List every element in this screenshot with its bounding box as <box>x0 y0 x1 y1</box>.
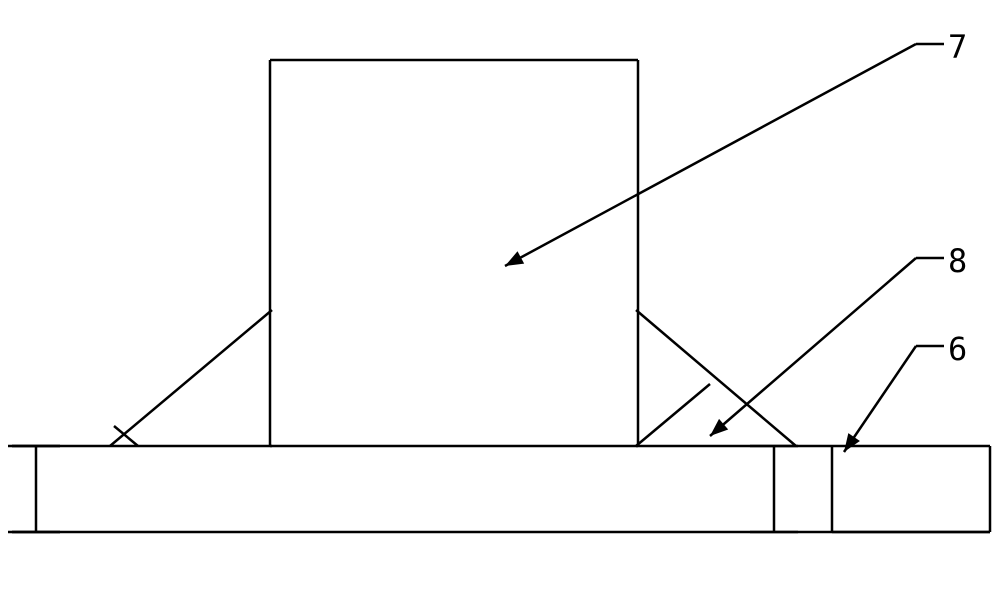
callout-label-7: 7 <box>948 28 967 66</box>
callout-label-8: 8 <box>948 242 967 280</box>
callout-label-6: 6 <box>948 330 967 368</box>
technical-diagram <box>0 0 1000 602</box>
